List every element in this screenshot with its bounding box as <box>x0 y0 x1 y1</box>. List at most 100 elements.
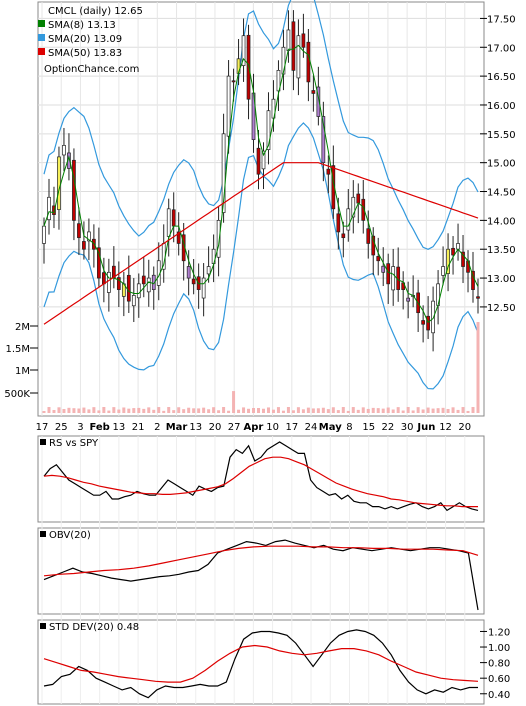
volume-bar <box>331 407 335 413</box>
bollinger-upper-line <box>43 0 479 250</box>
volume-bar <box>351 407 355 413</box>
volume-bar <box>381 408 385 413</box>
moving-averages <box>43 44 479 325</box>
price-axis: 17.50 17.00 16.50 16.00 15.50 15.00 14.50 14.00… <box>480 14 516 314</box>
candle-body <box>166 208 171 237</box>
price-panel-frame <box>37 1 485 417</box>
volume-bar <box>127 408 131 413</box>
volume-bar <box>257 408 261 413</box>
candle-body <box>356 193 361 204</box>
x-tick-label: Jun <box>416 422 435 433</box>
volume-bar <box>371 407 375 413</box>
obv-line <box>43 539 479 611</box>
candle-body <box>306 41 311 83</box>
legend-sma8: SMA(8) 13.13 <box>48 20 116 31</box>
candle-body <box>291 21 296 71</box>
stddev-tick-label: 0.40 <box>488 690 510 701</box>
candle-body <box>336 213 341 233</box>
obv-panel-frame <box>37 527 485 615</box>
volume-bar <box>311 408 315 413</box>
candle-body <box>126 274 131 302</box>
candle-body <box>371 235 376 256</box>
candle-body <box>366 228 371 244</box>
candle-body <box>107 271 111 293</box>
x-tick-label: 22 <box>382 422 395 433</box>
volume-bar <box>72 408 76 413</box>
x-tick-label: 27 <box>228 422 241 433</box>
legend-swatch-sma20 <box>38 34 45 41</box>
price-tick-label: 17.50 <box>487 14 516 25</box>
volume-bar <box>222 407 226 413</box>
price-tick-label: 13.50 <box>487 245 516 256</box>
volume-bar <box>122 407 126 413</box>
price-tick-label: 15.00 <box>487 159 516 170</box>
legend-sma50: SMA(50) 13.83 <box>48 48 122 59</box>
volume-bar <box>326 409 330 413</box>
x-tick-label: May <box>319 422 342 433</box>
candle-body <box>311 90 316 94</box>
candle-body <box>102 272 106 285</box>
volume-bar <box>42 411 46 413</box>
volume-bar <box>87 409 91 413</box>
rs-panel-frame <box>37 435 485 523</box>
volume-bar <box>142 408 146 413</box>
candle-body <box>52 205 56 215</box>
x-tick-label: 17 <box>285 422 298 433</box>
volume-bar <box>466 410 470 413</box>
grid-lines <box>38 2 484 704</box>
candle-body <box>381 265 386 273</box>
price-tick-label: 17.00 <box>487 43 516 54</box>
price-tick-label: 15.50 <box>487 130 516 141</box>
stddev-tick-label: 1.20 <box>488 627 510 638</box>
stddev-axis: 1.20 1.00 0.80 0.60 0.40 <box>480 627 510 701</box>
candle-body <box>231 80 236 83</box>
candle-body <box>421 320 425 325</box>
volume-bar <box>67 407 71 413</box>
volume-tick-label: 1M <box>15 366 30 377</box>
legend-swatch-sma8 <box>38 20 45 27</box>
volume-bar <box>261 408 265 413</box>
candle-body <box>351 196 356 218</box>
volume-bar <box>147 407 151 413</box>
volume-bar <box>92 407 96 413</box>
volume-bars <box>42 322 480 413</box>
volume-bar <box>286 407 290 413</box>
x-tick-label: 20 <box>458 422 471 433</box>
volume-bar <box>137 407 141 413</box>
volume-bar <box>356 409 360 413</box>
volume-bar <box>406 407 410 413</box>
volume-bar <box>77 408 81 413</box>
candle-body <box>47 196 51 221</box>
obv-ma-line <box>43 545 479 577</box>
stddev-panel-frame <box>37 619 485 705</box>
candle-body <box>151 274 156 290</box>
volume-bar <box>252 407 256 413</box>
volume-bar <box>476 322 480 413</box>
stddev-tick-label: 0.60 <box>488 674 510 685</box>
volume-bar <box>187 407 191 413</box>
volume-bar <box>366 408 370 413</box>
volume-bar <box>271 409 275 413</box>
candle-body <box>441 266 445 276</box>
candle-body <box>186 266 191 279</box>
obv-legend-swatch <box>40 531 46 537</box>
candle-body <box>296 35 301 79</box>
sma8-line <box>43 44 479 324</box>
candle-body <box>461 251 465 267</box>
volume-bar <box>152 409 156 413</box>
candle-body <box>42 225 46 244</box>
volume-bar <box>436 408 440 413</box>
candle-body <box>326 168 331 175</box>
chart-title: CMCL (daily) 12.65 <box>48 6 143 17</box>
x-tick-label: Mar <box>166 422 188 433</box>
candle-body <box>376 256 381 262</box>
volume-bar <box>162 410 166 413</box>
volume-bar <box>202 407 206 413</box>
volume-bar <box>316 408 320 413</box>
volume-bar <box>401 410 405 413</box>
volume-bar <box>107 410 111 413</box>
x-tick-label: 24 <box>305 422 318 433</box>
volume-bar <box>242 407 246 413</box>
rs-panel-label: RS vs SPY <box>49 438 99 449</box>
